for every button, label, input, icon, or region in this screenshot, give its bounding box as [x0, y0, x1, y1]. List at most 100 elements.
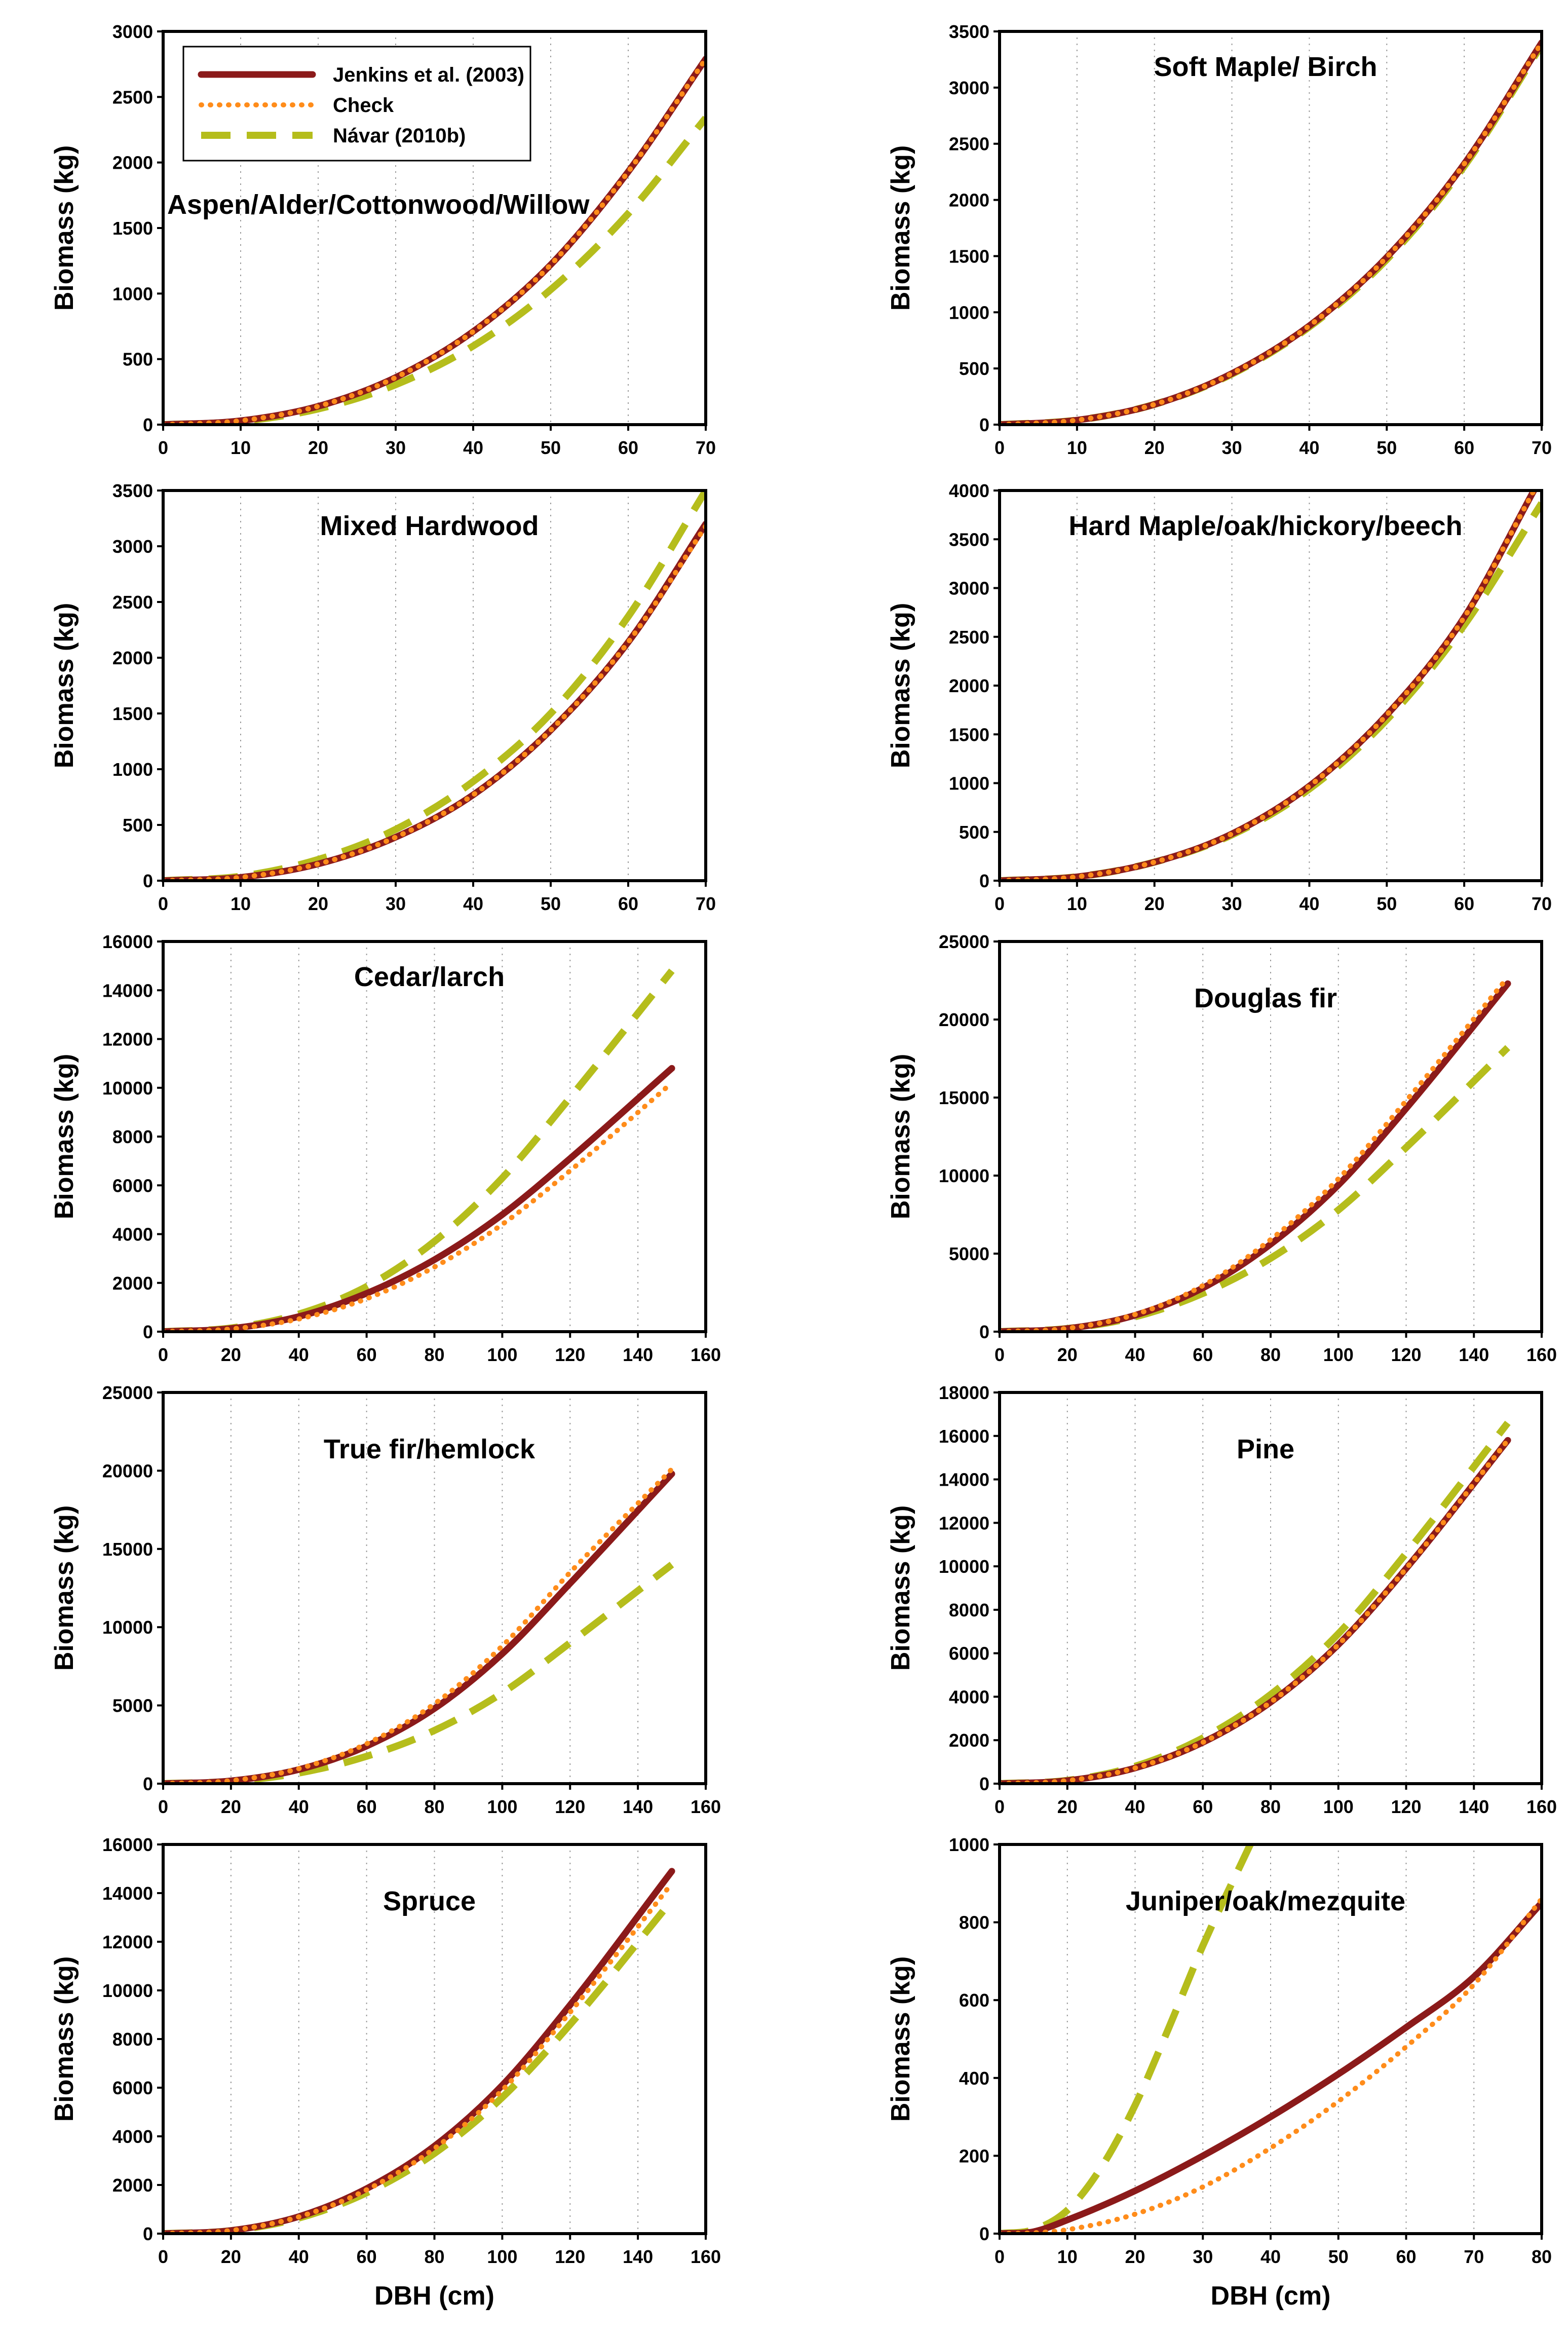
y-tick-label: 8000 — [112, 1126, 153, 1147]
y-tick-label: 6000 — [949, 1643, 989, 1664]
x-tick-label: 20 — [1144, 437, 1165, 458]
x-tick-label: 120 — [1391, 1344, 1421, 1365]
y-tick-label: 25000 — [939, 931, 989, 952]
x-tick-label: 60 — [1454, 437, 1474, 458]
x-tick-label: 50 — [1376, 893, 1397, 914]
y-tick-label: 1500 — [112, 218, 153, 239]
x-tick-label: 0 — [158, 437, 168, 458]
series-line-solid — [163, 1065, 675, 1332]
x-tick-label: 80 — [1532, 2246, 1552, 2267]
x-tick-label: 80 — [1260, 1344, 1281, 1365]
x-tick-label: 20 — [221, 1344, 241, 1365]
x-tick-label: 160 — [691, 2246, 721, 2267]
x-tick-label: 70 — [696, 437, 716, 458]
y-tick-label: 6000 — [112, 1175, 153, 1196]
y-tick-label: 14000 — [102, 980, 153, 1001]
series-line-solid — [1000, 980, 1511, 1332]
y-tick-label: 1000 — [949, 773, 989, 794]
y-tick-label: 1000 — [112, 759, 153, 780]
y-tick-label: 16000 — [102, 1834, 153, 1855]
x-tick-label: 100 — [1323, 1344, 1354, 1365]
series-lines — [163, 491, 706, 881]
y-tick-label: 0 — [143, 1322, 153, 1342]
series-line-dashed — [1000, 501, 1542, 881]
series-line-dotted — [163, 1880, 675, 2234]
x-tick-label: 40 — [289, 1796, 309, 1817]
y-tick-label: 10000 — [102, 1078, 153, 1099]
y-axis-title: Biomass (kg) — [886, 145, 915, 311]
series-line-solid — [163, 1868, 675, 2234]
panel-title: Cedar/larch — [354, 962, 505, 992]
plot-frame — [998, 489, 1543, 882]
y-tick-label: 0 — [143, 2223, 153, 2244]
series-line-solid — [1000, 1899, 1542, 2234]
y-tick-label: 2500 — [112, 592, 153, 613]
x-axis-title: DBH (cm) — [1211, 2281, 1331, 2311]
x-tick-label: 120 — [1391, 1796, 1421, 1817]
y-tick-label: 500 — [123, 349, 153, 370]
y-tick-label: 200 — [959, 2145, 989, 2166]
y-tick-label: 25000 — [102, 1382, 153, 1403]
chart-panel: 0 5000 10000 15000 20000 25000 0 20 40 60 80 100 120… — [886, 931, 1557, 1365]
x-tick-label: 10 — [1057, 2246, 1078, 2267]
series-line-solid — [163, 1470, 675, 1784]
series-line-dashed — [163, 1562, 674, 1784]
series-line-dashed — [163, 1898, 675, 2234]
x-tick-label: 70 — [696, 893, 716, 914]
legend-label: Check — [333, 94, 394, 117]
y-tick-label: 1000 — [949, 1834, 989, 1855]
x-tick-label: 20 — [221, 2246, 241, 2267]
x-tick-label: 140 — [623, 1796, 653, 1817]
series-line-dashed — [1000, 1420, 1511, 1784]
x-tick-label: 0 — [158, 893, 168, 914]
panel-title: Juniper/oak/mezquite — [1126, 1886, 1405, 1916]
series-line-dotted — [163, 1080, 675, 1332]
y-tick-label: 10000 — [939, 1165, 989, 1186]
y-tick-label: 5000 — [112, 1695, 153, 1716]
x-tick-label: 80 — [424, 2246, 444, 2267]
y-axis-title: Biomass (kg) — [886, 603, 915, 769]
y-tick-label: 0 — [979, 871, 989, 891]
x-tick-label: 20 — [1144, 893, 1165, 914]
x-tick-label: 60 — [618, 893, 638, 914]
x-tick-label: 160 — [691, 1344, 721, 1365]
x-tick-label: 30 — [1222, 893, 1242, 914]
y-tick-label: 8000 — [112, 2029, 153, 2050]
x-tick-label: 0 — [158, 1344, 168, 1365]
y-tick-label: 3500 — [112, 480, 153, 501]
x-tick-label: 70 — [1532, 437, 1552, 458]
y-tick-label: 12000 — [939, 1513, 989, 1533]
x-tick-label: 80 — [1260, 1796, 1281, 1817]
y-tick-label: 16000 — [939, 1426, 989, 1447]
y-tick-label: 20000 — [939, 1009, 989, 1030]
x-tick-label: 0 — [995, 1796, 1005, 1817]
y-tick-label: 2000 — [112, 1273, 153, 1294]
chart-panel: 0 200 400 600 800 1000 0 10 20 30 40 50 60 70 80 Biomas… — [886, 1834, 1552, 2311]
y-tick-label: 20000 — [102, 1460, 153, 1481]
x-tick-label: 10 — [1067, 893, 1087, 914]
y-tick-label: 2000 — [112, 2175, 153, 2196]
y-tick-label: 0 — [979, 1774, 989, 1794]
panel-title: Pine — [1237, 1434, 1294, 1464]
x-tick-label: 50 — [1328, 2246, 1349, 2267]
x-tick-label: 60 — [357, 2246, 377, 2267]
y-tick-label: 14000 — [102, 1883, 153, 1904]
series-line-dashed — [163, 116, 706, 425]
y-tick-label: 1000 — [112, 283, 153, 304]
x-tick-label: 20 — [1057, 1796, 1078, 1817]
x-tick-label: 100 — [487, 1796, 517, 1817]
series-line-dotted — [1000, 491, 1537, 881]
y-axis-title: Biomass (kg) — [50, 145, 79, 311]
x-tick-label: 0 — [158, 2246, 168, 2267]
y-axis-title: Biomass (kg) — [50, 603, 79, 769]
series-line-dotted — [1000, 1438, 1511, 1784]
y-tick-label: 3000 — [112, 21, 153, 42]
plot-frame — [162, 489, 707, 882]
x-tick-label: 0 — [995, 2246, 1005, 2267]
y-axis-title: Biomass (kg) — [886, 1956, 915, 2122]
y-tick-label: 4000 — [949, 1686, 989, 1707]
x-tick-label: 60 — [1396, 2246, 1416, 2267]
series-lines — [1000, 974, 1511, 1332]
y-tick-label: 12000 — [102, 1029, 153, 1050]
